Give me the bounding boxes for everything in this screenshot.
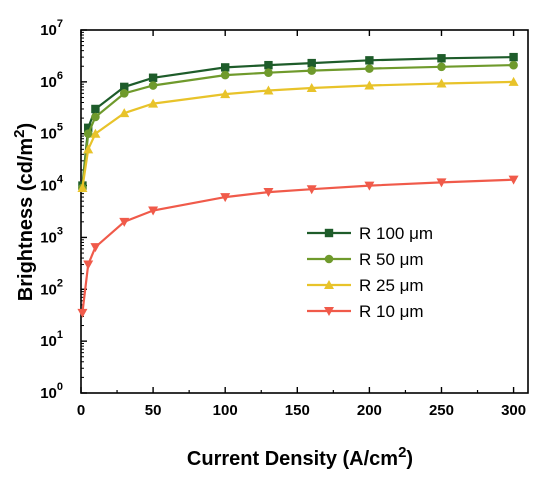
data-point	[148, 206, 159, 216]
series-line	[81, 56, 514, 186]
series-4	[77, 175, 519, 318]
y-axis-title: Brightness (cd/m2)	[11, 123, 37, 301]
x-tick-label: 250	[429, 402, 454, 419]
data-point	[90, 243, 101, 253]
y-tick-label: 100	[40, 381, 63, 402]
series-3	[77, 76, 519, 192]
series-1	[78, 52, 518, 190]
legend-marker	[324, 280, 334, 289]
data-point	[91, 112, 100, 122]
data-point	[119, 108, 130, 118]
legend-item: R 25 μm	[307, 276, 424, 295]
x-tick-label: 300	[501, 402, 526, 419]
series-line	[81, 80, 514, 189]
data-point	[306, 185, 317, 195]
legend-marker	[324, 307, 334, 316]
y-tick-label: 104	[40, 174, 64, 195]
data-point	[437, 62, 446, 72]
data-point	[436, 78, 447, 88]
series-line	[81, 178, 514, 314]
data-point	[90, 128, 101, 138]
x-tick-label: 100	[213, 402, 238, 419]
data-point	[83, 144, 94, 154]
data-point	[509, 52, 518, 62]
data-point	[83, 260, 94, 270]
data-point	[220, 63, 230, 72]
data-point	[365, 64, 374, 73]
data-point	[263, 85, 274, 95]
x-tick-label: 150	[285, 402, 310, 419]
x-tick-label: 200	[357, 402, 382, 419]
y-tick-label: 101	[40, 329, 63, 350]
y-tick-label: 106	[40, 70, 63, 91]
data-point	[148, 73, 158, 82]
data-point	[264, 68, 273, 78]
data-point	[77, 308, 88, 318]
data-point	[119, 217, 130, 227]
legend: R 100 μm R 50 μm R 25 μm R 10 μm	[307, 224, 433, 321]
data-point	[365, 56, 374, 65]
legend-label: R 50 μm	[359, 250, 424, 269]
data-point	[509, 60, 518, 70]
axes: 0 50 100 150 200 250 300 100 101 102 103 104 105 106 1…	[40, 18, 529, 419]
data-point	[220, 193, 231, 203]
data-point	[437, 54, 446, 63]
data-point	[307, 58, 316, 68]
y-tick-label: 105	[40, 122, 63, 143]
data-point	[263, 188, 274, 198]
data-point	[120, 82, 129, 92]
data-point	[119, 89, 129, 98]
data-point	[364, 181, 375, 191]
data-point	[220, 89, 231, 99]
data-point	[91, 104, 100, 114]
legend-label: R 10 μm	[359, 302, 424, 321]
data-point	[220, 70, 230, 80]
x-tick-label: 0	[77, 402, 85, 419]
data-point	[307, 66, 317, 75]
y-tick-label: 103	[40, 225, 63, 246]
legend-item: R 50 μm	[307, 250, 424, 269]
legend-item: R 10 μm	[307, 302, 424, 321]
data-point	[83, 129, 93, 139]
data-point	[436, 178, 447, 188]
data-point	[306, 83, 317, 93]
y-tick-label: 102	[40, 277, 63, 298]
data-point	[364, 80, 375, 90]
plot-frame	[80, 29, 529, 394]
data-point	[148, 81, 158, 90]
y-tick-label: 107	[40, 18, 63, 39]
legend-marker	[324, 254, 334, 264]
data-point	[264, 60, 273, 70]
x-axis-title: Current Density (A/cm2)	[187, 444, 413, 470]
series-group	[77, 52, 519, 318]
data-point	[508, 76, 519, 86]
x-tick-label: 50	[145, 402, 162, 419]
legend-label: R 25 μm	[359, 276, 424, 295]
data-point	[84, 123, 93, 133]
data-point	[77, 182, 88, 192]
data-point	[508, 175, 519, 185]
legend-item: R 100 μm	[307, 224, 433, 243]
data-point	[148, 98, 159, 108]
legend-label: R 100 μm	[359, 224, 433, 243]
legend-marker	[324, 228, 334, 238]
